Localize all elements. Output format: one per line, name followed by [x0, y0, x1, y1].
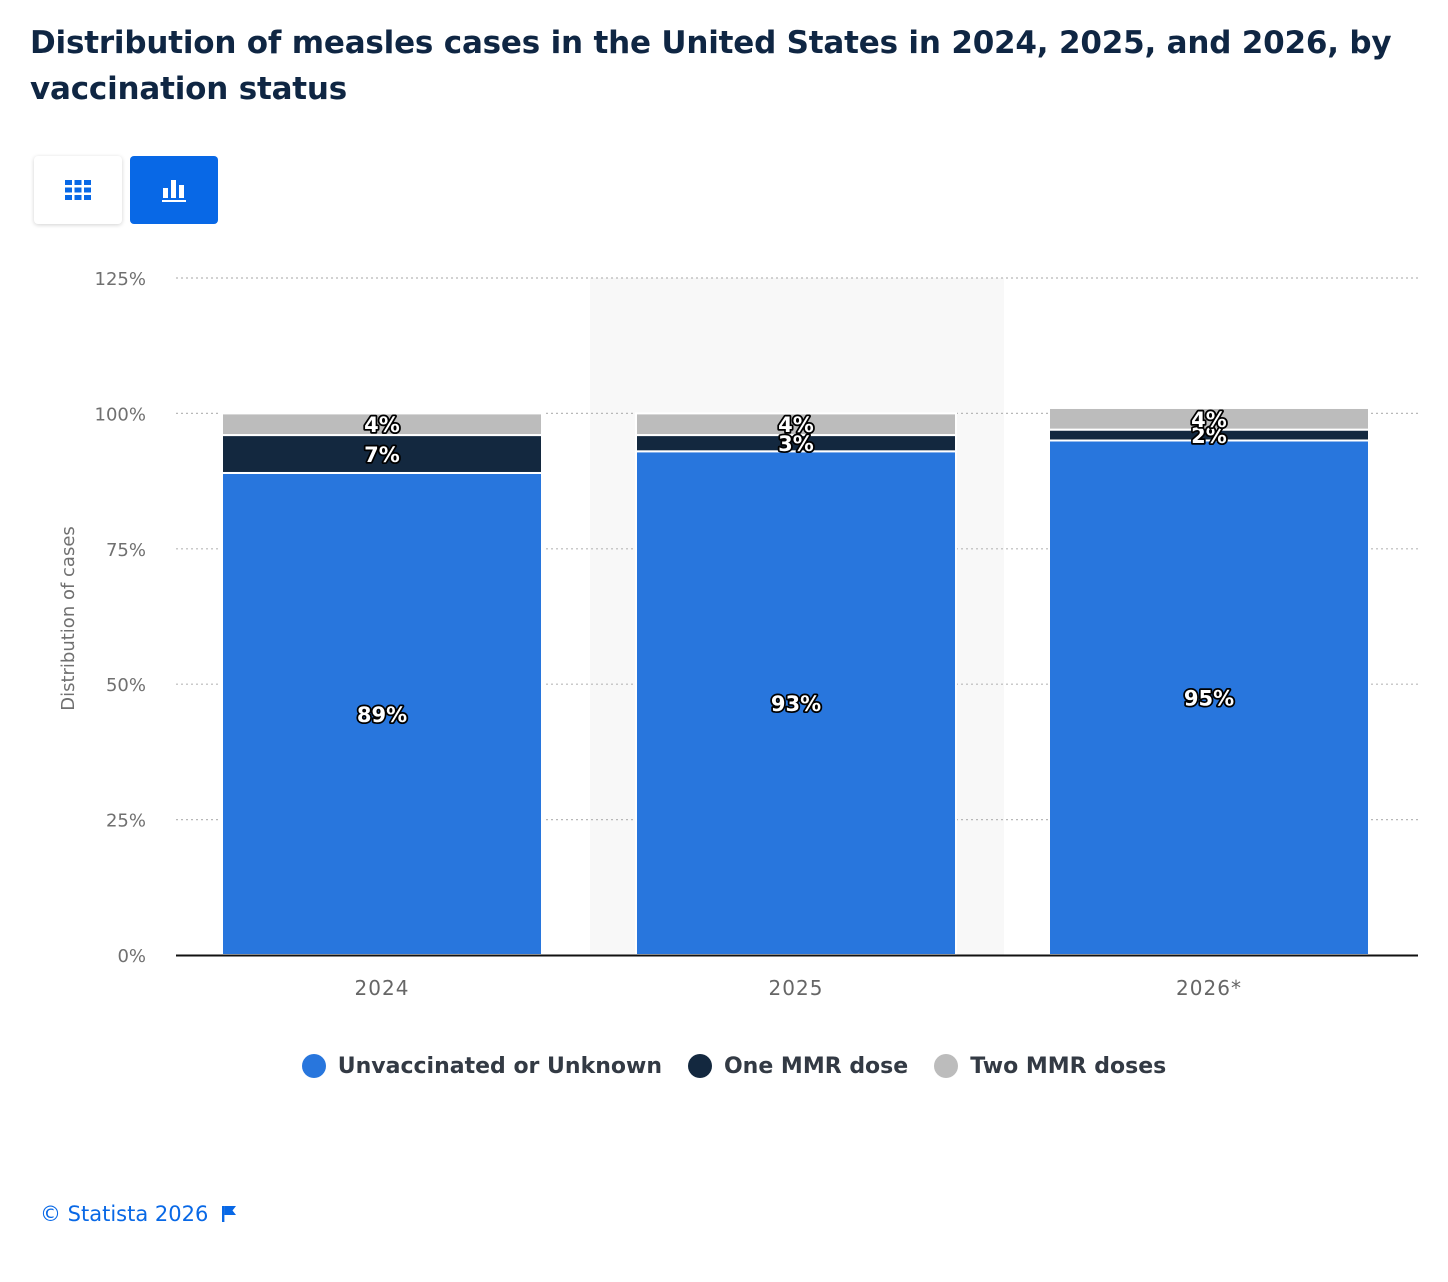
data-label: 4%	[1191, 408, 1227, 432]
bar-segment[interactable]	[635, 412, 957, 437]
legend-label-unvaccinated: Unvaccinated or Unknown	[337, 1053, 662, 1079]
legend-swatch-one-dose	[687, 1054, 712, 1078]
data-label: 3%	[778, 432, 814, 456]
legend-swatch-two-doses	[934, 1054, 959, 1078]
y-tick-label: 75%	[106, 540, 146, 561]
x-tick-label: 2026*	[1176, 976, 1242, 1000]
chart-view-button[interactable]	[130, 156, 218, 224]
flag-icon[interactable]	[220, 1204, 238, 1224]
data-label: 4%	[364, 413, 400, 437]
legend-item-one-dose[interactable]: One MMR dose	[687, 1053, 909, 1079]
legend-item-unvaccinated[interactable]: Unvaccinated or Unknown	[301, 1053, 662, 1079]
y-tick-label: 50%	[106, 675, 146, 696]
bar-segment[interactable]	[635, 450, 957, 956]
chart-title: Distribution of measles cases in the Uni…	[30, 25, 1392, 107]
chart-area: 0% 25% 50% 75% 100% 125% Distribution of cases…	[58, 269, 1418, 1000]
table-view-button[interactable]	[34, 156, 122, 224]
data-label: 95%	[1184, 687, 1234, 711]
bar-segment[interactable]	[221, 412, 543, 437]
x-tick-label: 2025	[769, 976, 824, 1000]
bar-chart-icon	[162, 180, 186, 202]
footer: © Statista 2026	[40, 1202, 238, 1226]
legend-item-two-doses[interactable]: Two MMR doses	[934, 1054, 1166, 1079]
bar-segment[interactable]	[221, 434, 543, 474]
data-label: 2%	[1191, 424, 1227, 448]
data-label: 89%	[357, 703, 407, 727]
bar-segment[interactable]	[1048, 406, 1370, 431]
legend-label-two-doses: Two MMR doses	[970, 1053, 1167, 1079]
y-tick-label: 125%	[95, 269, 146, 290]
legend-label-one-dose: One MMR dose	[723, 1053, 909, 1079]
table-grid-icon	[65, 180, 91, 200]
bar-segment[interactable]	[221, 471, 543, 956]
chart-legend: Unvaccinated or Unknown One MMR dose Two…	[0, 1046, 1448, 1086]
bar-segment[interactable]	[1048, 439, 1370, 957]
data-label: 7%	[364, 443, 400, 467]
y-tick-label: 100%	[95, 404, 146, 425]
legend-swatch-unvaccinated	[301, 1054, 326, 1078]
statista-credit-link[interactable]: © Statista 2026	[40, 1202, 209, 1226]
data-label: 93%	[771, 692, 821, 716]
x-tick-label: 2024	[355, 976, 410, 1000]
y-axis-title: Distribution of cases	[58, 526, 79, 711]
data-label: 4%	[778, 413, 814, 437]
y-tick-label: 0%	[117, 946, 146, 967]
y-tick-label: 25%	[106, 811, 146, 832]
